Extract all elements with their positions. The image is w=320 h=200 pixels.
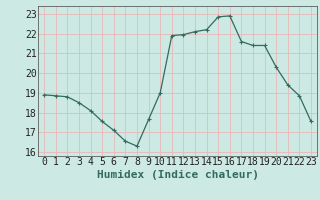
X-axis label: Humidex (Indice chaleur): Humidex (Indice chaleur) <box>97 170 259 180</box>
